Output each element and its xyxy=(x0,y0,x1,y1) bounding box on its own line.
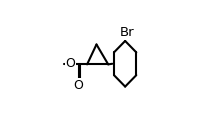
Text: O: O xyxy=(73,79,83,92)
Text: Br: Br xyxy=(120,26,134,39)
Text: O: O xyxy=(65,57,75,70)
